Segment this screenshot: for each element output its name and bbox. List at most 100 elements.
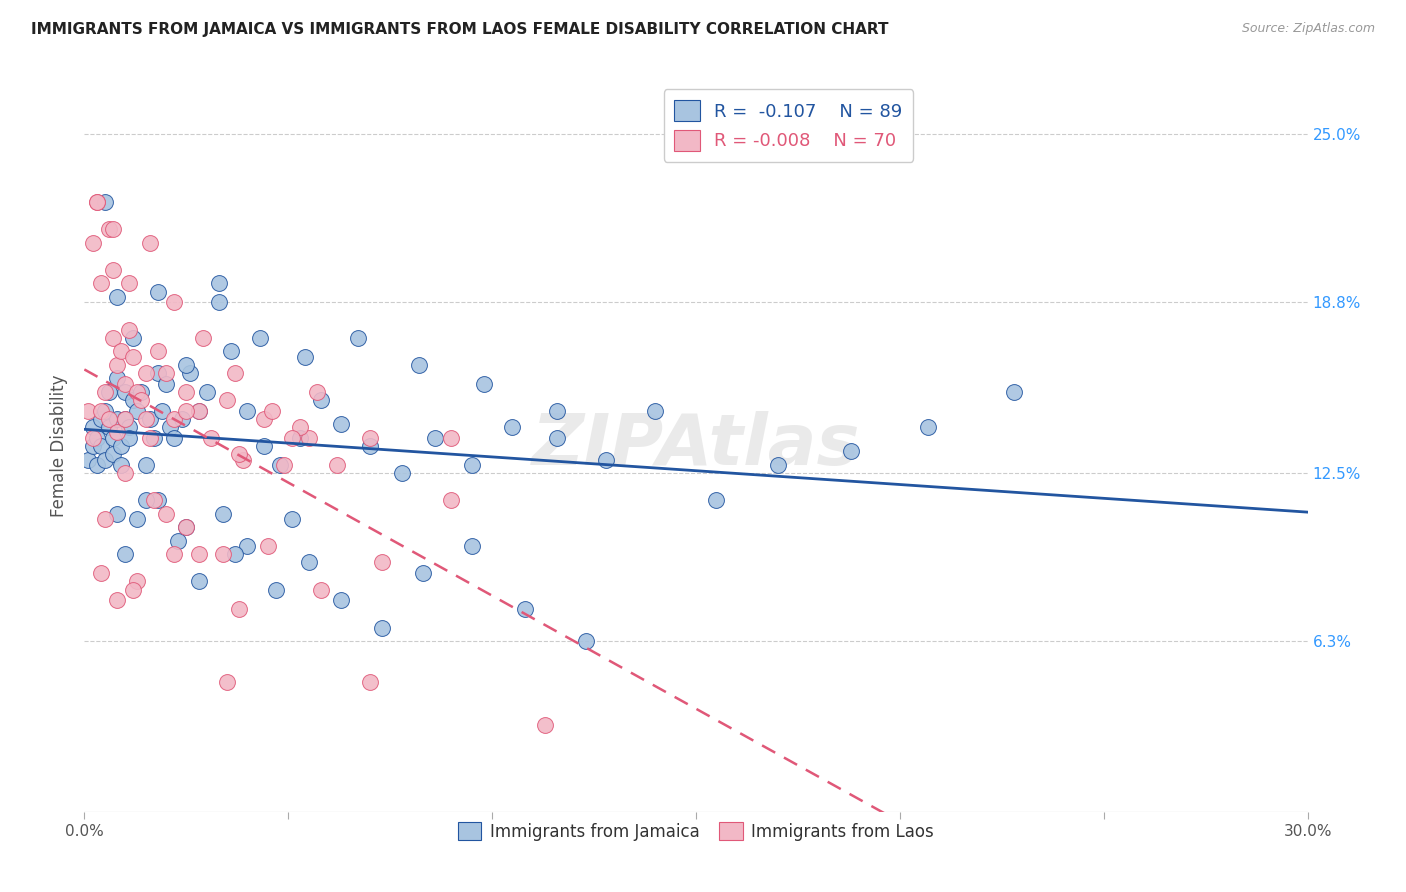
Point xyxy=(359,674,381,689)
Point xyxy=(155,507,177,521)
Point xyxy=(101,447,124,461)
Point xyxy=(110,344,132,359)
Point xyxy=(135,366,157,380)
Point xyxy=(330,593,353,607)
Point xyxy=(236,404,259,418)
Point xyxy=(249,331,271,345)
Point xyxy=(127,512,149,526)
Point xyxy=(174,404,197,418)
Point xyxy=(77,452,100,467)
Point xyxy=(219,344,242,359)
Point xyxy=(127,574,149,589)
Point xyxy=(114,547,136,561)
Point xyxy=(187,404,209,418)
Point xyxy=(163,412,186,426)
Point xyxy=(114,376,136,391)
Point xyxy=(281,512,304,526)
Point xyxy=(163,547,186,561)
Point xyxy=(105,507,128,521)
Point xyxy=(97,412,120,426)
Point xyxy=(187,547,209,561)
Point xyxy=(371,556,394,570)
Point xyxy=(174,384,197,399)
Point xyxy=(706,493,728,508)
Point xyxy=(86,195,108,210)
Point xyxy=(472,376,495,391)
Point xyxy=(105,358,128,372)
Point xyxy=(118,322,141,336)
Point xyxy=(82,235,104,250)
Point xyxy=(138,412,160,426)
Point xyxy=(150,404,173,418)
Point xyxy=(146,493,169,508)
Point xyxy=(93,404,115,418)
Point xyxy=(142,493,165,508)
Point xyxy=(208,277,231,291)
Point xyxy=(105,290,128,304)
Point xyxy=(82,420,104,434)
Point xyxy=(408,358,430,372)
Point xyxy=(359,431,381,445)
Point xyxy=(163,295,186,310)
Point xyxy=(294,350,316,364)
Text: IMMIGRANTS FROM JAMAICA VS IMMIGRANTS FROM LAOS FEMALE DISABILITY CORRELATION CH: IMMIGRANTS FROM JAMAICA VS IMMIGRANTS FR… xyxy=(31,22,889,37)
Point xyxy=(90,277,112,291)
Point xyxy=(131,384,153,399)
Point xyxy=(114,466,136,480)
Point xyxy=(309,392,332,407)
Point xyxy=(212,547,235,561)
Point xyxy=(575,634,598,648)
Point xyxy=(502,420,524,434)
Point xyxy=(105,593,128,607)
Text: ZIPAtlas: ZIPAtlas xyxy=(531,411,860,481)
Point xyxy=(232,452,254,467)
Point xyxy=(330,417,353,432)
Point xyxy=(264,582,287,597)
Point xyxy=(187,574,209,589)
Point xyxy=(122,331,145,345)
Point xyxy=(224,547,246,561)
Point xyxy=(187,404,209,418)
Point xyxy=(135,412,157,426)
Point xyxy=(290,431,312,445)
Point xyxy=(82,431,104,445)
Point xyxy=(101,331,124,345)
Point xyxy=(101,431,124,445)
Point xyxy=(208,295,231,310)
Point xyxy=(90,439,112,453)
Point xyxy=(135,458,157,472)
Point xyxy=(90,404,112,418)
Text: Source: ZipAtlas.com: Source: ZipAtlas.com xyxy=(1241,22,1375,36)
Point xyxy=(273,458,295,472)
Point xyxy=(644,404,666,418)
Point xyxy=(105,371,128,385)
Point xyxy=(1002,384,1025,399)
Point xyxy=(127,384,149,399)
Point xyxy=(110,439,132,453)
Point xyxy=(101,222,124,236)
Point xyxy=(135,493,157,508)
Point xyxy=(298,556,321,570)
Point xyxy=(290,420,312,434)
Point xyxy=(93,195,115,210)
Point xyxy=(93,384,115,399)
Point xyxy=(122,582,145,597)
Point xyxy=(82,439,104,453)
Point xyxy=(534,718,557,732)
Point xyxy=(93,512,115,526)
Point xyxy=(86,431,108,445)
Point xyxy=(122,392,145,407)
Point xyxy=(118,277,141,291)
Point xyxy=(195,384,218,399)
Point xyxy=(118,431,141,445)
Point xyxy=(346,331,368,345)
Point xyxy=(86,458,108,472)
Point xyxy=(155,376,177,391)
Point xyxy=(146,344,169,359)
Point xyxy=(174,520,197,534)
Point xyxy=(163,431,186,445)
Point xyxy=(260,404,283,418)
Point xyxy=(281,431,304,445)
Point xyxy=(138,235,160,250)
Point xyxy=(224,366,246,380)
